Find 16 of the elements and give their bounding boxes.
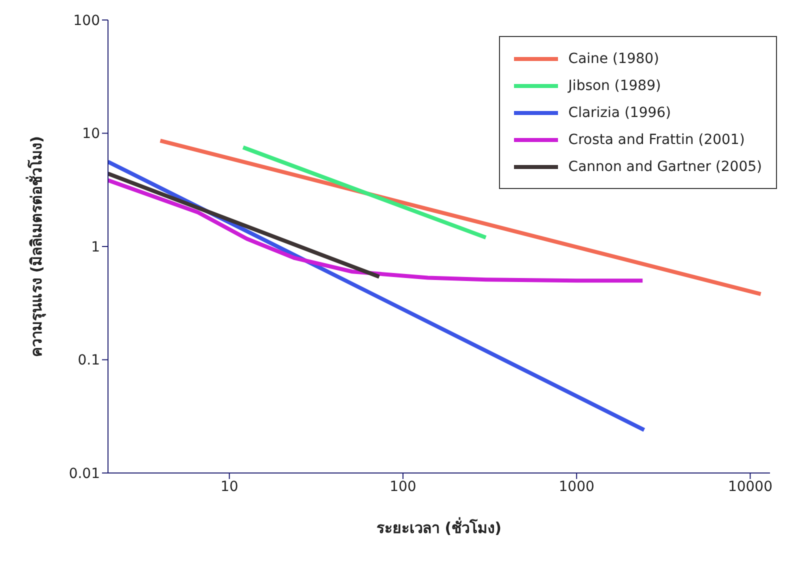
x-tick-label: 10 xyxy=(220,478,238,495)
y-axis-title: ความรุนแรง (มิลลิเมตรต่อชั่วโมง) xyxy=(25,136,46,357)
legend-label: Caine (1980) xyxy=(568,50,660,66)
x-tick-label: 100 xyxy=(390,478,416,495)
y-tick-label: 0.1 xyxy=(78,352,100,369)
x-tick-label: 1000 xyxy=(558,478,594,495)
legend-label: Crosta and Frattin (2001) xyxy=(568,132,745,148)
y-tick-label: 10 xyxy=(82,126,100,142)
y-tick-label: 100 xyxy=(73,12,100,29)
y-tick-label: 0.01 xyxy=(68,466,100,482)
x-tick-label: 10000 xyxy=(728,478,772,495)
legend-label: Clarizia (1996) xyxy=(568,104,672,120)
x-axis-title: ระยะเวลา (ชั่วโมง) xyxy=(376,517,502,537)
legend-label: Jibson (1989) xyxy=(568,78,661,94)
legend-label: Cannon and Gartner (2005) xyxy=(568,158,762,174)
y-tick-label: 1 xyxy=(91,239,100,256)
